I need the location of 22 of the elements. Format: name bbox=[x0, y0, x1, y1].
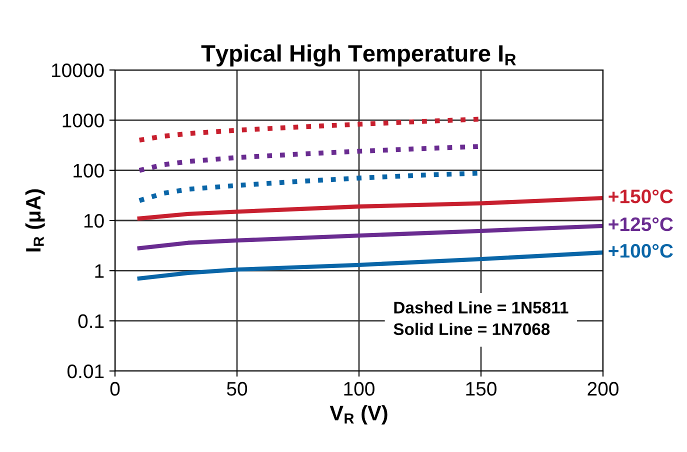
x-tick-label: 150 bbox=[466, 382, 496, 396]
y-tick-label: 1000 bbox=[62, 114, 104, 128]
x-tick-label: 0 bbox=[110, 382, 120, 396]
y-tick-label: 1 bbox=[95, 264, 104, 278]
chart-title: Typical High Temperature I$_{R}$ bbox=[201, 44, 516, 67]
series-label: +150°C bbox=[608, 190, 673, 204]
x-axis-title: V$_{R}$ (V) bbox=[330, 405, 388, 425]
series-label: +100°C bbox=[608, 244, 673, 258]
y-axis-title: I$_{R}$ (μA) bbox=[25, 189, 45, 252]
line-series bbox=[137, 196, 603, 221]
line-series bbox=[137, 224, 603, 250]
y-tick-label: 100 bbox=[74, 164, 104, 178]
x-tick-label: 200 bbox=[588, 382, 618, 396]
series-label: +125°C bbox=[608, 217, 673, 232]
y-tick-label: 10000 bbox=[52, 63, 104, 78]
x-tick-label: 100 bbox=[344, 382, 374, 396]
x-tick-label: 50 bbox=[226, 382, 248, 396]
annotation: Dashed Line = 1N5811 Solid Line = 1N7068 bbox=[394, 301, 568, 336]
y-tick-label: 10 bbox=[84, 214, 104, 228]
y-tick-label: 0.01 bbox=[68, 364, 104, 378]
line-series bbox=[137, 250, 603, 281]
y-tick-label: 0.1 bbox=[78, 314, 104, 328]
